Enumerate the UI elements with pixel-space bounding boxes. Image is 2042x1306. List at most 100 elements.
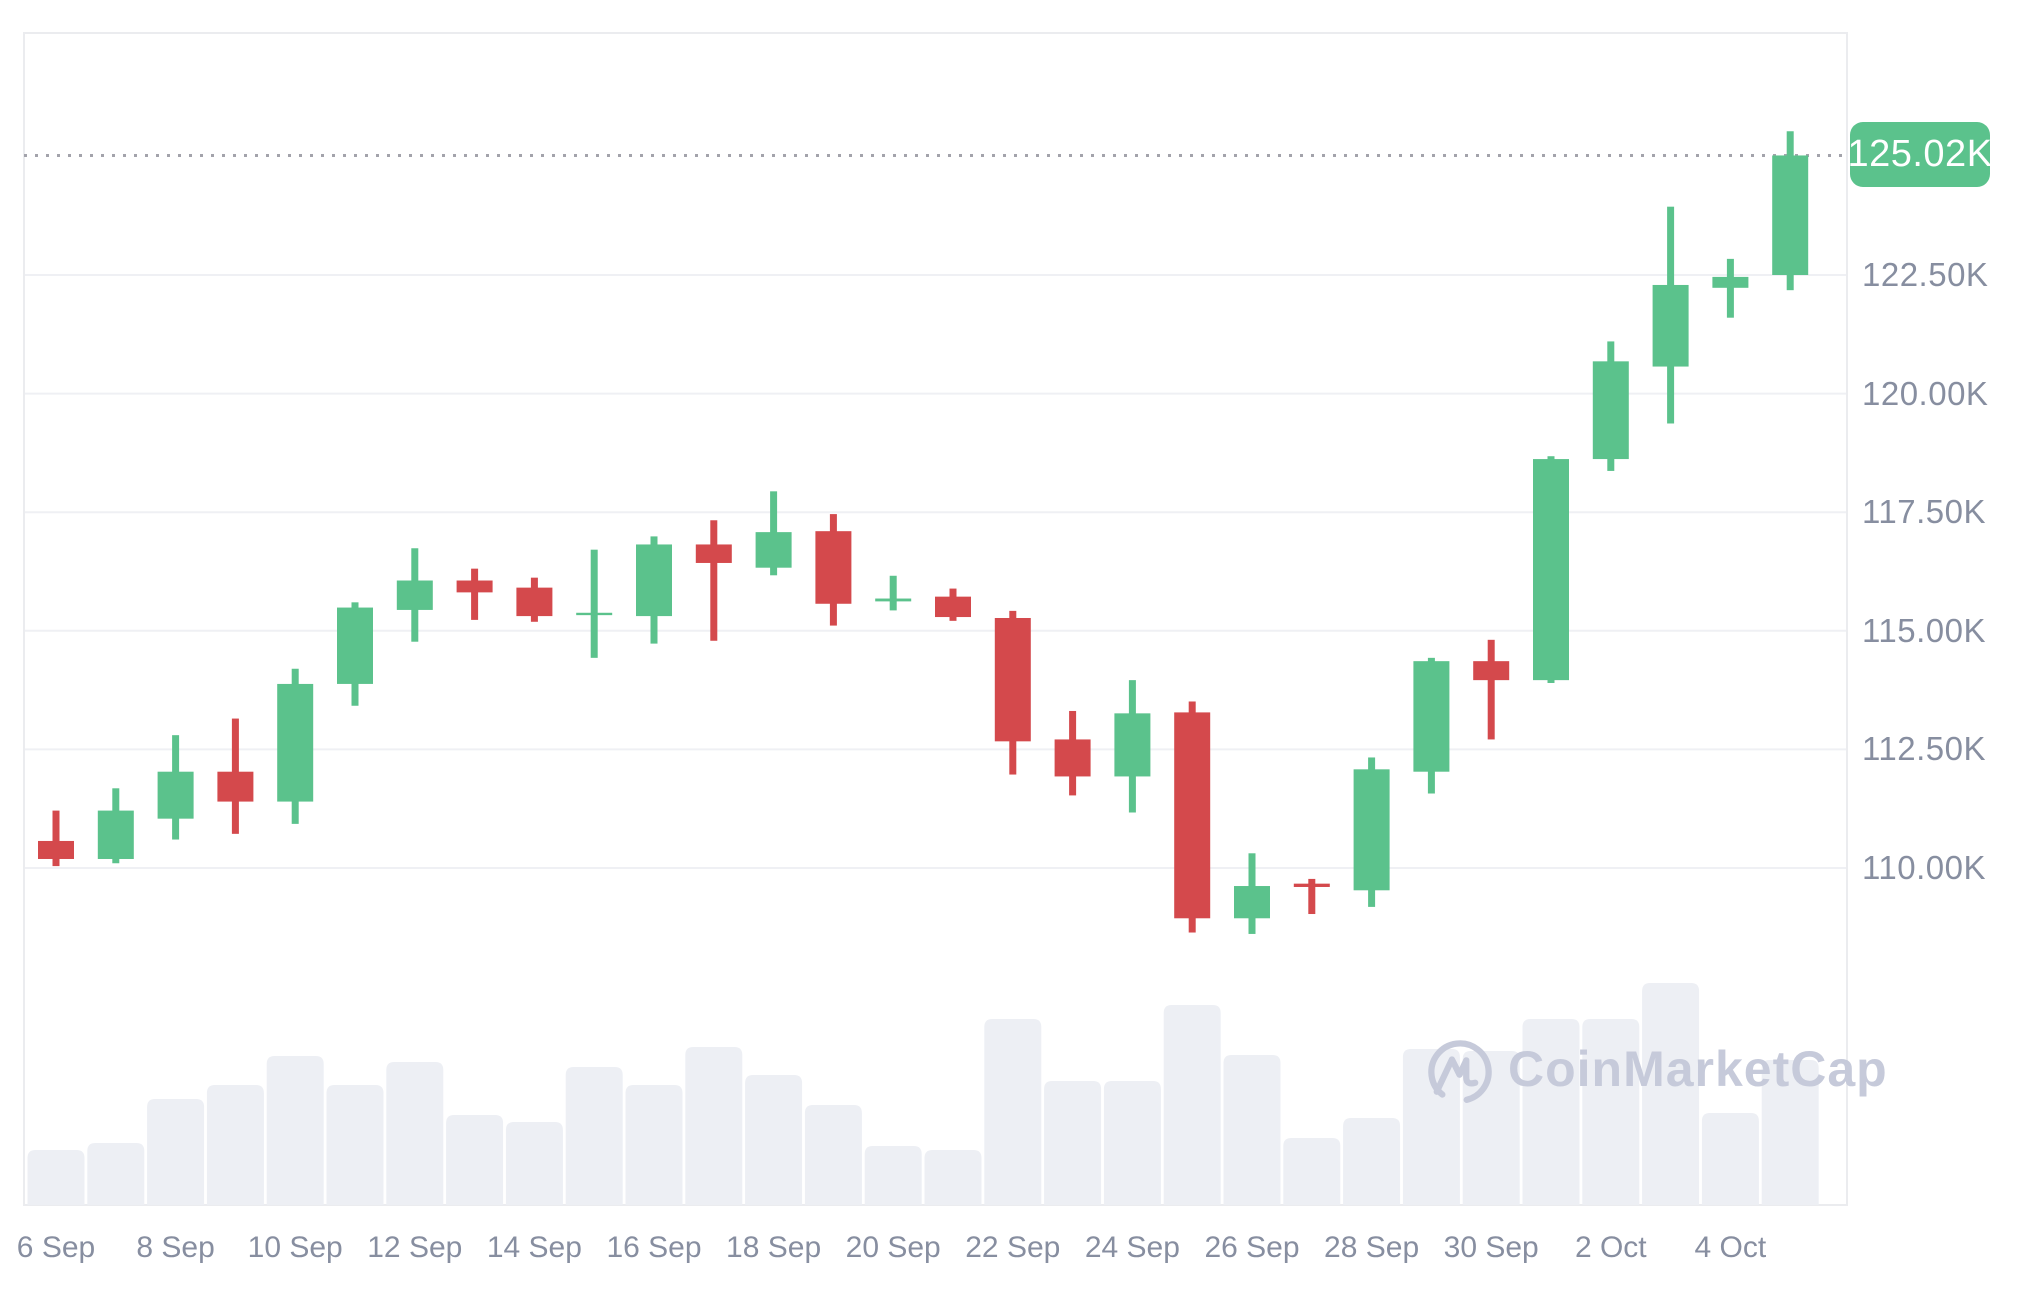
candle[interactable] <box>1174 701 1211 933</box>
candle-body <box>875 598 912 602</box>
candle-wick <box>1308 878 1316 915</box>
x-axis-label: 18 Sep <box>726 1231 822 1264</box>
candle[interactable] <box>456 568 493 620</box>
volume-bar[interactable] <box>1522 1019 1580 1205</box>
candle-body <box>217 771 254 802</box>
candle[interactable] <box>1533 456 1569 683</box>
x-axis-label: 10 Sep <box>247 1231 343 1264</box>
candle-body <box>1413 661 1450 772</box>
candle[interactable] <box>875 575 912 611</box>
volume-bar[interactable] <box>326 1085 384 1205</box>
candle[interactable] <box>815 514 852 626</box>
candle-body <box>1533 459 1569 681</box>
volume-bar[interactable] <box>27 1150 85 1205</box>
y-axis-label: 115.00K <box>1862 611 1986 649</box>
grid-layer <box>23 32 1848 1206</box>
candle[interactable] <box>97 788 134 864</box>
candle[interactable] <box>277 668 314 824</box>
candle-body <box>576 612 613 616</box>
candle[interactable] <box>1712 258 1749 318</box>
volume-bar[interactable] <box>1761 1060 1819 1205</box>
candle-body <box>1234 886 1270 919</box>
volume-bar[interactable] <box>1103 1081 1161 1205</box>
candle-body <box>695 544 732 563</box>
candle[interactable] <box>516 577 553 622</box>
candle[interactable] <box>1054 710 1091 796</box>
candle-wick <box>52 810 60 867</box>
volume-bar[interactable] <box>1044 1081 1102 1205</box>
x-axis-label: 4 Oct <box>1694 1231 1767 1264</box>
volume-bar[interactable] <box>565 1067 623 1205</box>
candle-wick <box>590 549 598 658</box>
volume-bar[interactable] <box>685 1047 743 1205</box>
volume-bar[interactable] <box>804 1105 862 1205</box>
volume-bar[interactable] <box>1701 1113 1759 1205</box>
volume-bar[interactable] <box>745 1075 803 1205</box>
candle-body <box>456 580 493 593</box>
candle[interactable] <box>1652 206 1689 424</box>
volume-bar[interactable] <box>984 1019 1042 1205</box>
volume-bar[interactable] <box>1283 1138 1341 1205</box>
x-axis-label: 26 Sep <box>1204 1231 1300 1264</box>
x-axis-label: 24 Sep <box>1084 1231 1180 1264</box>
candle[interactable] <box>636 536 672 644</box>
x-axis-label: 8 Sep <box>136 1231 215 1264</box>
candle[interactable] <box>38 810 74 867</box>
last-price-badge: 125.02K <box>1847 122 1992 188</box>
volume-bar[interactable] <box>206 1085 264 1205</box>
candle[interactable] <box>157 735 194 840</box>
candle-body <box>157 771 194 819</box>
volume-bar[interactable] <box>446 1115 504 1205</box>
candle-body <box>1772 155 1809 275</box>
candle[interactable] <box>994 610 1031 775</box>
candle[interactable] <box>576 549 613 658</box>
volume-bar[interactable] <box>386 1062 444 1205</box>
candle[interactable] <box>1772 131 1809 291</box>
volume-bar[interactable] <box>87 1143 145 1205</box>
candle[interactable] <box>396 548 433 642</box>
x-axis-label: 30 Sep <box>1443 1231 1539 1264</box>
volume-bar[interactable] <box>1402 1049 1460 1205</box>
candle[interactable] <box>1592 341 1629 471</box>
candle-body <box>97 810 134 859</box>
volume-bar[interactable] <box>505 1122 563 1205</box>
candle-body <box>1592 361 1629 460</box>
candle-wick <box>1726 258 1734 318</box>
candle[interactable] <box>1413 657 1450 794</box>
volume-bar[interactable] <box>1462 1051 1520 1205</box>
candle-body <box>636 544 672 617</box>
candle-body <box>1114 713 1151 777</box>
volume-bar[interactable] <box>864 1146 922 1205</box>
candle-body <box>815 531 852 604</box>
volume-bar[interactable] <box>266 1056 324 1205</box>
candle-body <box>935 596 971 618</box>
candle-body <box>755 532 792 568</box>
candle[interactable] <box>935 588 971 621</box>
volume-bar[interactable] <box>625 1085 683 1205</box>
candle-wick <box>1487 639 1495 740</box>
y-axis-label: 120.00K <box>1862 374 1989 412</box>
candle[interactable] <box>1234 853 1270 934</box>
volume-bar[interactable] <box>147 1099 205 1205</box>
x-axis-label: 14 Sep <box>486 1231 582 1264</box>
x-axis-label: 6 Sep <box>16 1231 96 1264</box>
volume-bar[interactable] <box>1223 1055 1281 1205</box>
candle[interactable] <box>695 520 732 641</box>
candle[interactable] <box>1473 639 1510 740</box>
candle[interactable] <box>755 491 792 576</box>
candle-body <box>1293 883 1330 887</box>
x-axis-label: 12 Sep <box>367 1231 463 1264</box>
volume-bar[interactable] <box>1163 1005 1221 1205</box>
candle[interactable] <box>1353 757 1390 907</box>
volume-bar[interactable] <box>1343 1118 1401 1205</box>
volume-bar[interactable] <box>1582 1019 1640 1205</box>
volume-bar[interactable] <box>924 1150 982 1205</box>
volume-bar[interactable] <box>1642 983 1700 1205</box>
candles-layer <box>38 131 1809 934</box>
candle[interactable] <box>217 718 254 834</box>
candle[interactable] <box>1114 680 1151 813</box>
candle[interactable] <box>1293 878 1330 915</box>
candle[interactable] <box>337 602 373 706</box>
